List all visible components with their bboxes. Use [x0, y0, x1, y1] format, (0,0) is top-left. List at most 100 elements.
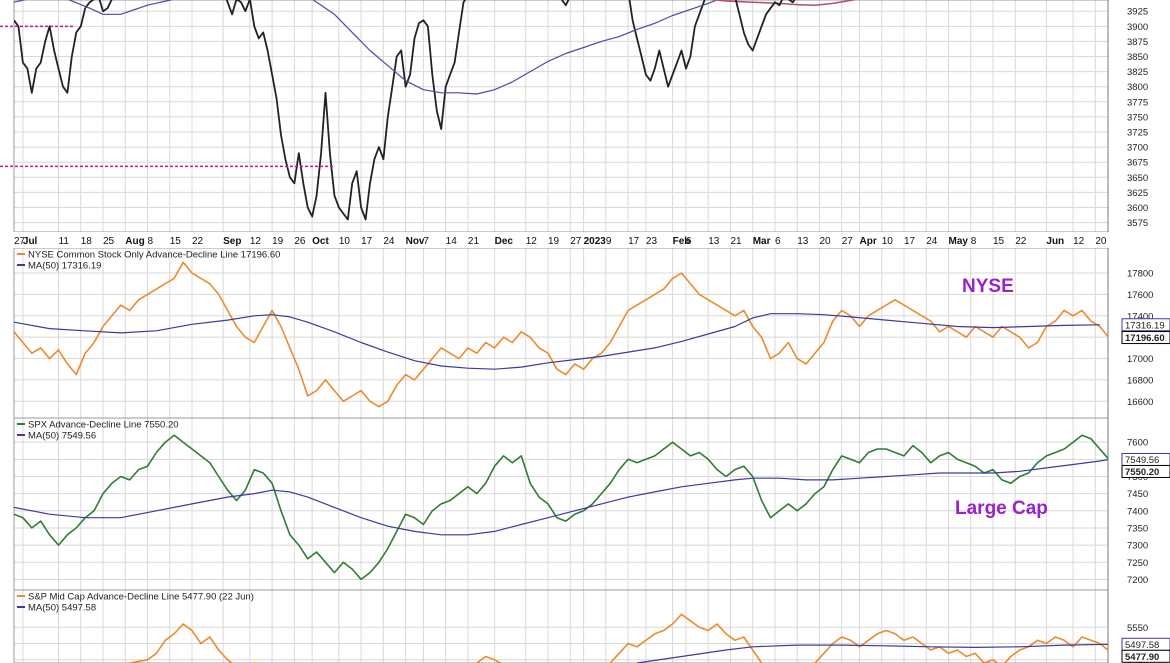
- green-ad-line: [14, 434, 1108, 581]
- date-tick-label: 10: [882, 236, 894, 247]
- ma50-line: [14, 313, 1100, 370]
- orange-ad-line: [14, 261, 1108, 408]
- date-tick-label: 6: [686, 236, 692, 247]
- panel-spx: [14, 434, 1108, 581]
- date-tick-label: 21: [468, 236, 480, 247]
- date-tick-label: 19: [272, 236, 284, 247]
- date-tick-label: 12: [250, 236, 262, 247]
- price-line: [734, 0, 796, 52]
- annotation-nyse: NYSE: [962, 276, 1014, 297]
- date-tick-label: 18: [81, 236, 93, 247]
- date-tick-label: 11: [59, 236, 70, 247]
- date-tick-label: Feb: [673, 236, 691, 247]
- last-value-label: 5477.90: [1125, 652, 1159, 663]
- date-tick-label: May: [949, 236, 969, 247]
- date-tick-label: Dec: [495, 236, 514, 247]
- last-value-label: 7550.20: [1125, 467, 1159, 478]
- y-tick-label: 17800: [1127, 269, 1153, 280]
- date-tick-label: 27: [570, 236, 582, 247]
- date-tick-label: 26: [294, 236, 306, 247]
- ma50-line: [14, 459, 1108, 536]
- date-tick-label: 27: [842, 236, 854, 247]
- date-tick-label: 22: [192, 236, 204, 247]
- y-tick-label: 3600: [1127, 203, 1148, 214]
- y-tick-label: 17600: [1127, 290, 1153, 301]
- y-tick-label: 5550: [1127, 623, 1148, 634]
- date-tick-label: 14: [446, 236, 458, 247]
- date-tick-label: 8: [971, 236, 977, 247]
- last-value-label: 17196.60: [1125, 333, 1165, 344]
- date-tick-label: 24: [383, 236, 395, 247]
- y-tick-label: 3750: [1127, 112, 1148, 123]
- date-tick-label: 7: [423, 236, 429, 247]
- y-tick-label: 7250: [1127, 558, 1148, 569]
- y-tick-label: 3575: [1127, 218, 1148, 229]
- ma-value-label: 7549.56: [1125, 455, 1159, 466]
- legend-title: SPX Advance-Decline Line 7550.20: [28, 420, 179, 431]
- y-tick-label: 16600: [1127, 397, 1153, 408]
- date-tick-label: 10: [339, 236, 351, 247]
- last-value-tag: [1121, 331, 1170, 345]
- date-tick-label: 13: [708, 236, 720, 247]
- y-tick-label: 3800: [1127, 82, 1148, 93]
- annotation-large-cap: Large Cap: [955, 498, 1048, 519]
- last-value-tag: [1121, 649, 1170, 663]
- ma-value-label: 5497.58: [1125, 640, 1159, 651]
- y-tick-label: 3850: [1127, 52, 1148, 63]
- orange-ad-line: [123, 613, 1108, 663]
- y-tick-label: 7300: [1127, 541, 1148, 552]
- panel-midcap: [123, 613, 1108, 663]
- y-tick-label: 3925: [1127, 7, 1148, 18]
- date-tick-label: 17: [361, 236, 373, 247]
- date-tick-label: Mar: [753, 236, 771, 247]
- date-tick-label: Jul: [23, 236, 38, 247]
- y-tick-label: 7450: [1127, 489, 1148, 500]
- y-tick-label: 3675: [1127, 158, 1148, 169]
- date-tick-label: 9: [606, 236, 612, 247]
- date-tick-label: 13: [797, 236, 809, 247]
- y-tick-label: 3775: [1127, 97, 1148, 108]
- date-tick-label: 12: [526, 236, 538, 247]
- date-tick-label: Aug: [125, 236, 144, 247]
- ma-value-label: 17316.19: [1125, 320, 1165, 331]
- last-value-tag: [1121, 464, 1170, 478]
- date-tick-label: 2023: [584, 236, 607, 247]
- date-tick-label: 20: [819, 236, 831, 247]
- date-tick-label: 27: [14, 236, 26, 247]
- y-tick-label: 3625: [1127, 188, 1148, 199]
- y-tick-label: 7600: [1127, 438, 1148, 449]
- y-tick-label: 3900: [1127, 22, 1148, 33]
- date-tick-label: 15: [993, 236, 1005, 247]
- y-tick-label: 3700: [1127, 143, 1148, 154]
- panel-nyse: [14, 261, 1108, 408]
- date-tick-label: 17: [904, 236, 916, 247]
- legend-ma: MA(50) 5497.58: [28, 603, 96, 614]
- y-tick-label: 17000: [1127, 354, 1153, 365]
- price-ma-blue-line: [14, 0, 719, 95]
- date-tick-label: 21: [730, 236, 742, 247]
- y-tick-label: 7400: [1127, 506, 1148, 517]
- date-tick-label: 12: [1073, 236, 1085, 247]
- legend-ma: MA(50) 7549.56: [28, 431, 96, 442]
- date-tick-label: 6: [775, 236, 781, 247]
- y-tick-label: 16800: [1127, 375, 1153, 386]
- ma-value-tag: [1121, 318, 1170, 332]
- date-tick-label: 17: [628, 236, 640, 247]
- panel-price: [14, 0, 858, 221]
- y-tick-label: 7350: [1127, 523, 1148, 534]
- date-tick-label: 19: [548, 236, 560, 247]
- legend-title: NYSE Common Stock Only Advance-Decline L…: [28, 250, 280, 261]
- price-ma-red-line: [708, 0, 858, 6]
- date-tick-label: Sep: [223, 236, 241, 247]
- date-axis-strip: [0, 232, 1170, 248]
- y-tick-label: 7200: [1127, 575, 1148, 586]
- date-tick-label: 20: [1095, 236, 1107, 247]
- y-tick-label: 3725: [1127, 128, 1148, 139]
- date-tick-label: Nov: [406, 236, 425, 247]
- y-tick-label: 3650: [1127, 173, 1148, 184]
- legend-title: S&P Mid Cap Advance-Decline Line 5477.90…: [28, 592, 254, 603]
- y-tick-label: 3825: [1127, 67, 1148, 78]
- date-tick-label: 25: [103, 236, 115, 247]
